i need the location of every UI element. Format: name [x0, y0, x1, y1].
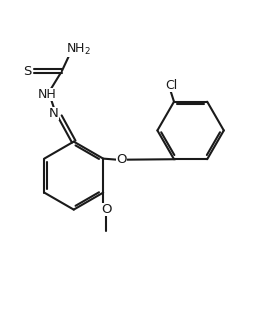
Text: O: O	[116, 153, 127, 166]
Text: Cl: Cl	[165, 79, 178, 92]
Text: NH: NH	[38, 88, 57, 101]
Text: S: S	[23, 65, 32, 78]
Text: O: O	[101, 203, 112, 215]
Text: NH$_2$: NH$_2$	[66, 42, 91, 57]
Text: N: N	[49, 107, 59, 120]
